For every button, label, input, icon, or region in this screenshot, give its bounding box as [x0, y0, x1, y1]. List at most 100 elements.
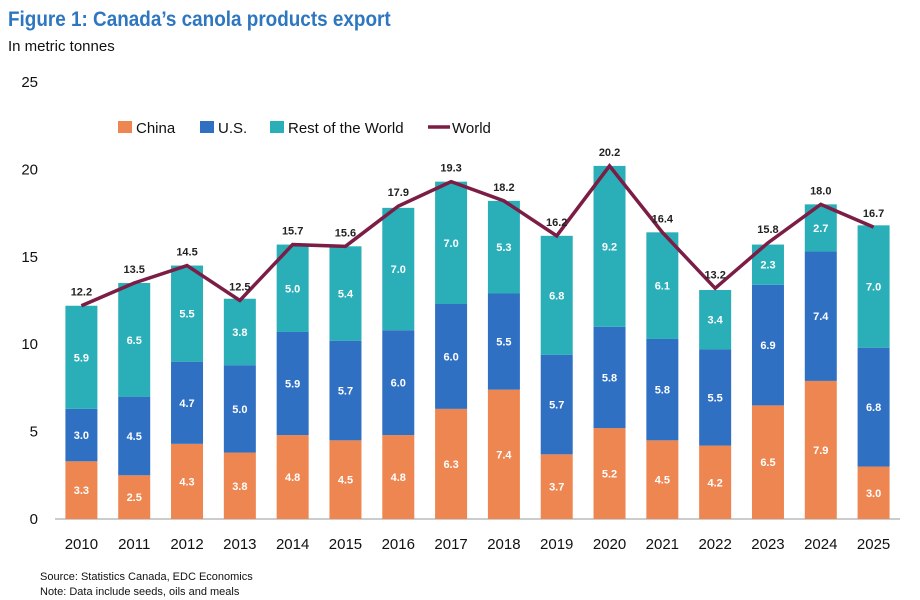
bar-china	[65, 461, 98, 519]
x-tick-label: 2014	[276, 536, 309, 553]
data-label: 6.5	[127, 335, 142, 347]
x-tick-label: 2019	[540, 536, 573, 553]
data-label: 3.0	[74, 430, 89, 442]
bar-u-s-	[329, 340, 362, 441]
bar-u-s-	[593, 326, 626, 429]
data-label: 7.0	[866, 282, 881, 294]
data-label: 6.3	[443, 459, 458, 471]
bar-u-s-	[435, 303, 468, 409]
bar-rest-of-the-world	[223, 298, 256, 366]
data-label: 5.2	[602, 469, 617, 481]
data-label: 6.5	[760, 457, 775, 469]
world-total-label: 16.4	[652, 213, 674, 225]
y-tick-label: 20	[21, 161, 38, 178]
data-label: 2.3	[760, 260, 775, 272]
source-note: Source: Statistics Canada, EDC Economics	[40, 571, 253, 583]
data-label: 4.3	[179, 476, 194, 488]
x-tick-label: 2011	[118, 536, 150, 553]
x-tick-label: 2023	[751, 536, 784, 553]
data-label: 5.9	[74, 352, 89, 364]
data-label: 4.5	[655, 475, 670, 487]
data-label: 6.8	[549, 290, 564, 302]
x-tick-label: 2025	[857, 536, 890, 553]
data-label: 5.7	[549, 400, 564, 412]
bar-rest-of-the-world	[540, 235, 573, 355]
world-total-label: 20.2	[599, 147, 620, 159]
data-label: 7.4	[813, 311, 829, 323]
bar-china	[329, 440, 362, 519]
data-label: 2.5	[127, 492, 142, 504]
bar-u-s-	[646, 338, 679, 441]
data-label: 9.2	[602, 241, 617, 253]
data-label: 2.7	[813, 223, 828, 235]
bar-u-s-	[487, 293, 520, 390]
world-total-label: 14.5	[176, 247, 197, 259]
x-tick-label: 2017	[434, 536, 467, 553]
legend-label: U.S.	[218, 120, 247, 137]
bar-china	[540, 454, 573, 519]
bar-china	[118, 475, 151, 519]
y-tick-label: 10	[21, 336, 38, 353]
x-tick-label: 2010	[65, 536, 98, 553]
data-label: 5.7	[338, 386, 353, 398]
data-label: 5.4	[338, 289, 354, 301]
bar-china	[435, 408, 468, 519]
bar-u-s-	[540, 354, 573, 455]
bar-china	[382, 435, 415, 519]
bar-rest-of-the-world	[699, 290, 732, 350]
world-total-label: 12.5	[229, 282, 250, 294]
bar-china	[223, 452, 256, 519]
chart-subtitle: In metric tonnes	[8, 38, 115, 55]
bar-u-s-	[804, 251, 837, 381]
data-label: 3.8	[232, 481, 247, 493]
world-total-label: 15.6	[335, 227, 356, 239]
bar-china	[804, 380, 837, 519]
bar-rest-of-the-world	[857, 225, 890, 348]
y-tick-label: 5	[30, 424, 38, 441]
world-total-label: 18.2	[493, 182, 514, 194]
bar-china	[751, 405, 784, 519]
world-total-label: 12.2	[71, 287, 92, 299]
data-label: 6.1	[655, 281, 670, 293]
data-label: 5.9	[285, 379, 300, 391]
legend-swatch-rest-of-the-world	[270, 121, 284, 133]
bar-u-s-	[276, 331, 309, 436]
x-tick-label: 2015	[329, 536, 362, 553]
bar-rest-of-the-world	[329, 246, 362, 341]
y-tick-label: 0	[30, 511, 38, 528]
bar-rest-of-the-world	[171, 265, 204, 362]
data-label: 4.5	[127, 431, 142, 443]
data-label: 3.3	[74, 485, 89, 497]
legend-label: Rest of the World	[288, 120, 404, 137]
x-tick-label: 2021	[646, 536, 679, 553]
bar-u-s-	[118, 396, 151, 476]
world-total-label: 16.7	[863, 208, 884, 220]
world-total-label: 15.7	[282, 226, 303, 238]
data-label: 3.7	[549, 482, 564, 494]
data-label: 4.8	[391, 472, 406, 484]
world-total-label: 13.5	[124, 264, 145, 276]
world-total-label: 16.2	[546, 217, 567, 229]
data-note: Note: Data include seeds, oils and meals	[40, 586, 240, 598]
data-label: 7.4	[496, 449, 512, 461]
world-total-label: 17.9	[388, 187, 409, 199]
bar-u-s-	[65, 408, 98, 462]
data-label: 5.8	[602, 372, 617, 384]
world-total-label: 18.0	[810, 185, 831, 197]
data-label: 5.3	[496, 242, 511, 254]
y-tick-label: 15	[21, 249, 38, 266]
x-tick-label: 2018	[487, 536, 520, 553]
bar-u-s-	[857, 347, 890, 467]
bar-u-s-	[751, 284, 784, 406]
bar-rest-of-the-world	[65, 305, 98, 409]
data-label: 6.0	[391, 378, 406, 390]
world-line	[80, 163, 875, 308]
bar-china	[646, 440, 679, 519]
data-label: 5.5	[179, 309, 194, 321]
bar-rest-of-the-world	[382, 207, 415, 331]
bar-rest-of-the-world	[487, 200, 520, 294]
data-label: 3.4	[708, 315, 724, 327]
y-tick-label: 25	[21, 74, 38, 91]
data-label: 6.8	[866, 402, 881, 414]
